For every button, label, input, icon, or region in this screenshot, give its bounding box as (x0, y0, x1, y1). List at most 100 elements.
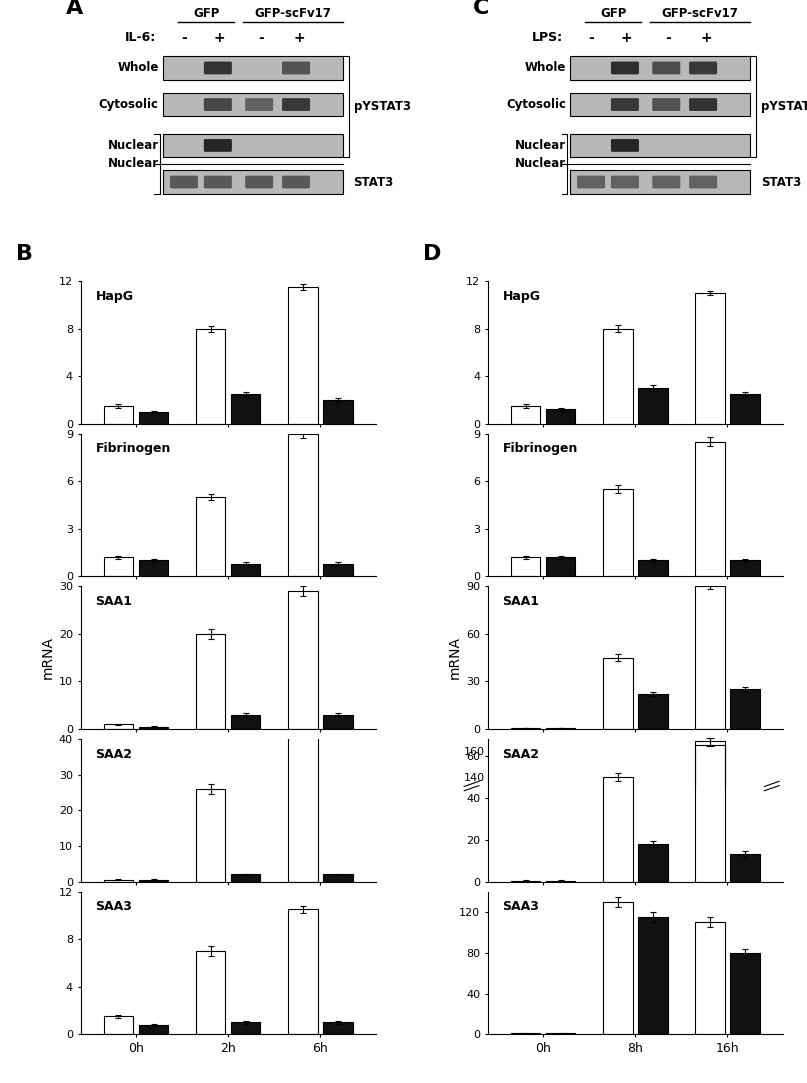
Bar (163, 133, 343, 157)
Bar (638, 388, 667, 423)
Text: pYSTAT3: pYSTAT3 (761, 101, 807, 114)
Text: Cytosolic: Cytosolic (99, 99, 159, 112)
Bar (139, 412, 169, 423)
Bar (695, 741, 725, 882)
Text: HapG: HapG (95, 289, 133, 302)
FancyBboxPatch shape (652, 99, 680, 110)
Bar (323, 563, 353, 576)
Bar (730, 394, 759, 423)
Bar (323, 715, 353, 729)
FancyBboxPatch shape (204, 99, 232, 110)
Bar (603, 328, 633, 423)
Y-axis label: mRNA: mRNA (41, 636, 55, 679)
Bar (163, 56, 343, 80)
Text: STAT3: STAT3 (761, 175, 801, 188)
FancyBboxPatch shape (689, 99, 717, 110)
Bar (730, 690, 759, 729)
Text: GFP: GFP (600, 6, 626, 19)
Bar (730, 561, 759, 576)
Bar (546, 409, 575, 423)
Text: SAA3: SAA3 (503, 900, 539, 913)
Text: GFP: GFP (193, 6, 220, 19)
Text: Nuclear: Nuclear (515, 157, 566, 170)
Text: STAT3: STAT3 (353, 175, 394, 188)
Bar (104, 558, 133, 576)
Text: -: - (665, 30, 671, 44)
Text: +: + (621, 30, 632, 44)
Text: SAA3: SAA3 (95, 900, 132, 913)
Bar (603, 657, 633, 729)
Bar (603, 490, 633, 576)
Text: LPS:: LPS: (532, 31, 563, 44)
Bar (638, 694, 667, 729)
Bar (231, 874, 261, 882)
Bar (603, 902, 633, 1034)
FancyBboxPatch shape (611, 139, 639, 152)
FancyBboxPatch shape (652, 175, 680, 188)
FancyBboxPatch shape (204, 139, 232, 152)
FancyBboxPatch shape (611, 175, 639, 188)
Text: HapG: HapG (503, 289, 541, 302)
Bar (231, 1022, 261, 1034)
Bar (163, 93, 343, 116)
Bar (638, 561, 667, 576)
FancyBboxPatch shape (577, 175, 605, 188)
Bar (139, 879, 169, 882)
Bar (288, 287, 318, 423)
Bar (139, 1025, 169, 1034)
Text: C: C (473, 0, 489, 18)
Text: GFP-scFv17: GFP-scFv17 (255, 6, 332, 19)
Text: -: - (257, 30, 264, 44)
FancyBboxPatch shape (611, 62, 639, 75)
Y-axis label: mRNA: mRNA (448, 636, 462, 679)
Bar (571, 93, 751, 116)
Text: Fibrinogen: Fibrinogen (95, 442, 171, 455)
Bar (231, 715, 261, 729)
Bar (730, 854, 759, 882)
Bar (323, 400, 353, 423)
Bar (196, 328, 225, 423)
Text: SAA2: SAA2 (503, 747, 540, 760)
Text: -: - (588, 30, 594, 44)
Bar (104, 725, 133, 729)
Bar (104, 406, 133, 423)
Bar (323, 874, 353, 882)
Bar (638, 844, 667, 882)
Bar (603, 777, 633, 882)
FancyBboxPatch shape (282, 99, 310, 110)
FancyBboxPatch shape (204, 62, 232, 75)
Bar (288, 910, 318, 1034)
Bar (288, 725, 318, 882)
FancyBboxPatch shape (652, 62, 680, 75)
Bar (196, 497, 225, 576)
Text: Nuclear: Nuclear (515, 139, 566, 152)
Text: 140: 140 (464, 773, 485, 783)
Bar (695, 586, 725, 729)
Text: Cytosolic: Cytosolic (506, 99, 566, 112)
Text: A: A (66, 0, 83, 18)
Bar (196, 788, 225, 882)
Bar (695, 292, 725, 423)
Text: D: D (423, 244, 441, 264)
Bar (571, 170, 751, 194)
Bar (104, 1017, 133, 1034)
Text: +: + (700, 30, 712, 44)
Text: SAA2: SAA2 (95, 747, 132, 760)
FancyBboxPatch shape (204, 175, 232, 188)
Bar (323, 1022, 353, 1034)
Text: Whole: Whole (525, 62, 566, 75)
Bar (139, 561, 169, 576)
Text: Nuclear: Nuclear (108, 139, 159, 152)
Bar (695, 442, 725, 576)
FancyBboxPatch shape (245, 175, 274, 188)
Text: pYSTAT3: pYSTAT3 (353, 101, 411, 114)
Bar (571, 56, 751, 80)
Text: +: + (214, 30, 225, 44)
Text: +: + (293, 30, 305, 44)
FancyBboxPatch shape (611, 99, 639, 110)
Bar (163, 170, 343, 194)
Bar (571, 133, 751, 157)
FancyBboxPatch shape (282, 175, 310, 188)
Text: Whole: Whole (118, 62, 159, 75)
FancyBboxPatch shape (689, 175, 717, 188)
